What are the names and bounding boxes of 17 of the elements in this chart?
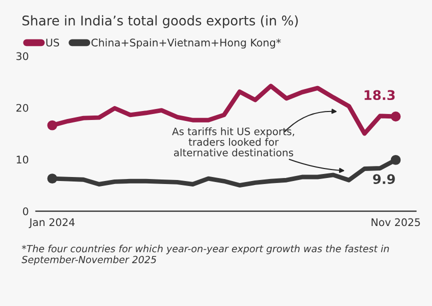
legend-label: US bbox=[46, 38, 60, 47]
y-tick-label: 0 bbox=[22, 207, 28, 216]
legend-label: China+Spain+Vietnam+Hong Kong* bbox=[91, 38, 281, 49]
point bbox=[47, 120, 58, 130]
y-tick-label: 20 bbox=[16, 104, 28, 112]
annotation: As tariffs hit US exports, traders looked for alternative destinations bbox=[172, 127, 294, 156]
data-label: 9.9 bbox=[373, 174, 395, 184]
x-tick-label: Jan 2024 bbox=[28, 218, 75, 228]
point bbox=[390, 154, 401, 165]
point bbox=[47, 174, 58, 184]
y-tick-label: 10 bbox=[16, 156, 28, 164]
text: *The four countries for which year-on-year export growth was the fastest in September-November 2025 bbox=[22, 244, 389, 266]
chart-title: Share in India’s total goods exports (in %) bbox=[22, 15, 298, 28]
x-tick-label: Nov 2025 bbox=[372, 218, 420, 226]
y-tick-label: 30 bbox=[16, 52, 28, 60]
data-label: 18.3 bbox=[364, 90, 395, 100]
point bbox=[390, 112, 401, 122]
